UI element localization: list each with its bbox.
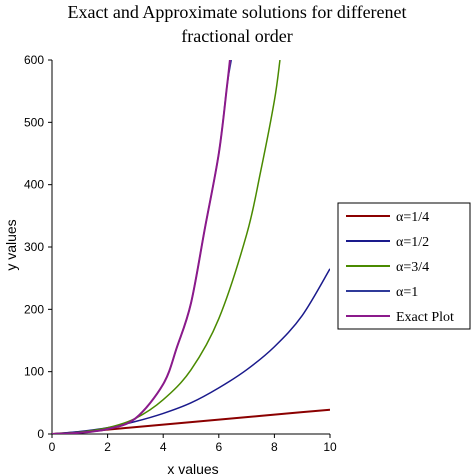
y-tick-label: 200 (24, 302, 44, 316)
legend-label-1: α=1/4 (396, 210, 429, 225)
series-line-3 (52, 60, 281, 434)
x-tick-label: 6 (215, 440, 222, 454)
series-line-4 (52, 60, 233, 434)
y-tick-label: 400 (24, 178, 44, 192)
plot-area: 0 100 200 300 400 500 600 0 2 4 6 8 10 (24, 53, 337, 454)
chart-title-line-1: Exact and Approximate solutions for diff… (67, 2, 406, 22)
y-axis-label: y values (3, 219, 19, 270)
y-tick-label: 500 (24, 115, 44, 129)
series-line-5 (52, 60, 231, 434)
y-tick-label: 100 (24, 365, 44, 379)
y-tick-label: 600 (24, 53, 44, 67)
x-tick-label: 0 (49, 440, 56, 454)
legend-label-2: α=1/2 (396, 235, 429, 250)
series-line-2 (52, 268, 330, 434)
x-tick-label: 10 (323, 440, 337, 454)
x-tick-label: 2 (104, 440, 111, 454)
legend-label-5: Exact Plot (396, 310, 454, 325)
chart-title-line-2: fractional order (181, 26, 292, 46)
legend-label-4: α=1 (396, 285, 418, 300)
legend-label-3: α=3/4 (396, 260, 429, 275)
x-axis-label: x values (167, 461, 218, 475)
x-tick-label: 8 (271, 440, 278, 454)
x-tick-label: 4 (160, 440, 167, 454)
y-tick-label: 0 (37, 427, 44, 441)
y-tick-label: 300 (24, 240, 44, 254)
legend: α=1/4 α=1/2 α=3/4 α=1 Exact Plot (337, 202, 471, 330)
